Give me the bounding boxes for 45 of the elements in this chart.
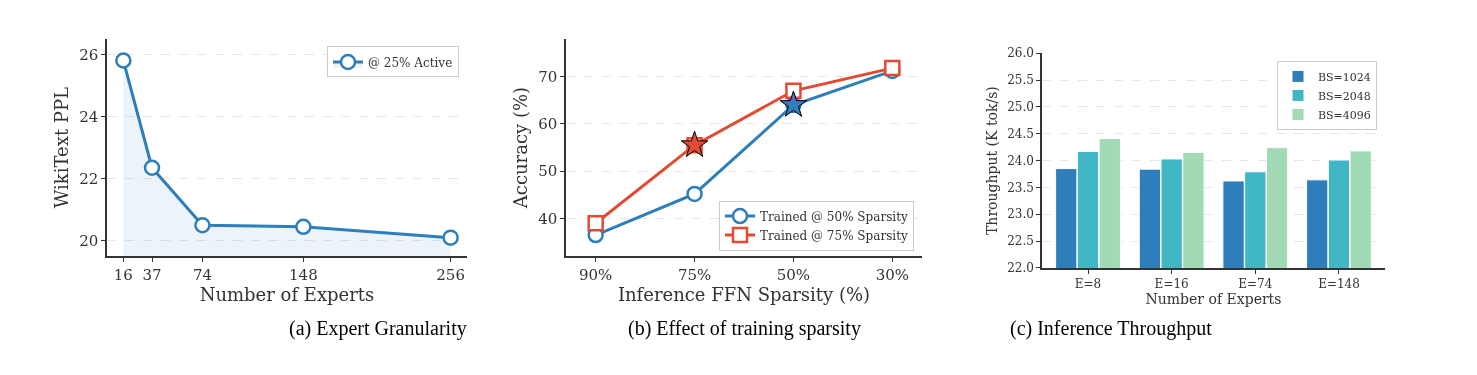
x-tick-label: E=148 bbox=[1318, 277, 1360, 292]
y-tick-label: 40 bbox=[538, 209, 558, 228]
legend-label: BS=1024 bbox=[1318, 70, 1371, 84]
y-tick-label: 26.0 bbox=[1007, 46, 1034, 61]
x-tick-label: 37 bbox=[142, 266, 162, 285]
y-tick-label: 60 bbox=[538, 115, 558, 134]
y-tick-label: 22.5 bbox=[1007, 234, 1034, 249]
legend-label: BS=4096 bbox=[1318, 108, 1371, 122]
y-tick-label: 25.5 bbox=[1007, 73, 1034, 88]
y-tick-label: 24.5 bbox=[1007, 126, 1034, 141]
y-tick-label: 22.0 bbox=[1007, 261, 1034, 276]
y-tick-label: 24.0 bbox=[1007, 153, 1034, 168]
x-tick-label: 74 bbox=[192, 266, 212, 285]
y-tick-label: 26 bbox=[79, 45, 99, 64]
x-tick-label: E=8 bbox=[1074, 277, 1102, 292]
y-tick-label: 22 bbox=[79, 169, 99, 188]
x-axis-title: Inference FFN Sparsity (%) bbox=[617, 284, 871, 306]
legend-label: Trained @ 75% Sparsity bbox=[760, 228, 908, 243]
y-tick-label: 20 bbox=[79, 232, 99, 251]
y-tick-label: 50 bbox=[538, 162, 558, 181]
y-axis-title: Accuracy (%) bbox=[509, 86, 531, 210]
y-axis-title: Throughput (K tok/s) bbox=[984, 86, 1001, 235]
x-tick-label: 50% bbox=[776, 266, 811, 285]
text: (a) Expert Granularity bbox=[289, 317, 467, 340]
x-axis-title: Number of Experts bbox=[199, 284, 375, 306]
x-tick-label: 256 bbox=[436, 266, 465, 285]
x-tick-label: 148 bbox=[289, 266, 318, 285]
y-tick-label: 70 bbox=[538, 67, 558, 86]
x-tick-label: 75% bbox=[677, 266, 712, 285]
y-tick-label: 23.0 bbox=[1007, 207, 1034, 222]
legend-label: BS=2048 bbox=[1318, 89, 1371, 103]
legend-label: Trained @ 50% Sparsity bbox=[760, 209, 908, 224]
x-tick-label: 30% bbox=[875, 266, 909, 285]
y-tick-label: 25.0 bbox=[1007, 100, 1034, 115]
x-tick-label: 90% bbox=[579, 266, 613, 285]
y-axis-title: WikiText PPL bbox=[50, 86, 72, 209]
text: (b) Effect of training sparsity bbox=[628, 317, 861, 340]
x-tick-label: E=74 bbox=[1238, 277, 1273, 292]
legend-label: @ 25% Active bbox=[368, 55, 453, 70]
y-tick-label: 24 bbox=[79, 107, 99, 126]
text: (c) Inference Throughput bbox=[1010, 317, 1213, 340]
x-tick-label: E=16 bbox=[1154, 277, 1189, 292]
y-tick-label: 23.5 bbox=[1007, 180, 1034, 195]
x-tick-label: 16 bbox=[113, 266, 133, 285]
x-axis-title: Number of Experts bbox=[1145, 291, 1282, 308]
